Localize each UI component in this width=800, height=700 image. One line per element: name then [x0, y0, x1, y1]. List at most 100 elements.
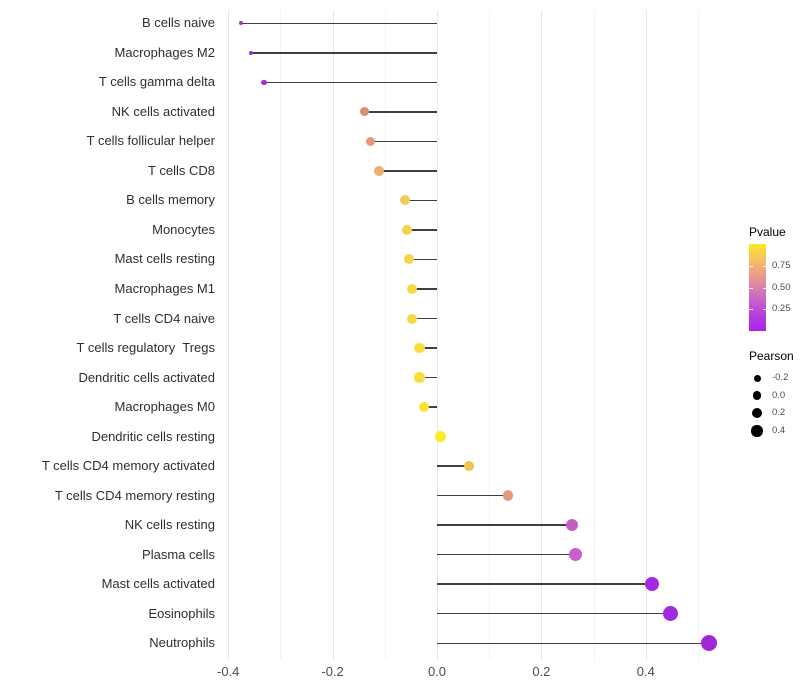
lollipop-stem — [370, 140, 437, 143]
data-point — [404, 254, 415, 265]
y-axis-label: T cells gamma delta — [98, 74, 215, 90]
pearson-legend-dot — [753, 374, 761, 382]
y-axis-label: T cells regulatory Tregs — [76, 340, 215, 356]
lollipop-stem — [419, 347, 437, 349]
data-point — [407, 283, 418, 294]
y-axis-label: Macrophages M1 — [114, 280, 215, 296]
colorbar-tick-mark — [762, 309, 766, 311]
y-axis-label: T cells follicular helper — [86, 133, 215, 149]
colorbar-tick-mark — [749, 287, 753, 289]
y-axis-label: Monocytes — [152, 221, 215, 237]
grid-major-line — [332, 10, 334, 660]
x-axis-tick-label: -0.2 — [321, 664, 344, 679]
grid-minor-line — [593, 10, 595, 660]
lollipop-stem — [437, 583, 653, 585]
data-point — [414, 342, 425, 354]
pearson-legend-label: -0.2 — [772, 372, 789, 383]
grid-minor-line — [384, 10, 386, 660]
y-axis-label: Mast cells activated — [101, 576, 215, 592]
y-axis-label: B cells naive — [142, 15, 215, 31]
pearson-legend-dot — [752, 391, 762, 400]
data-point — [261, 79, 267, 86]
data-point — [401, 224, 412, 235]
data-point — [360, 107, 370, 117]
data-point — [663, 606, 679, 622]
grid-major-line — [228, 10, 230, 660]
y-axis-label: T cells CD4 naive — [113, 310, 215, 326]
colorbar-tick-label: 0.75 — [772, 259, 791, 271]
data-point — [400, 195, 411, 206]
lollipop-stem — [437, 524, 573, 526]
lollipop-stem — [423, 406, 437, 408]
lollipop-stem — [264, 81, 437, 84]
lollipop-stem — [437, 465, 469, 467]
pearson-legend-label: 0.0 — [772, 389, 786, 401]
grid-minor-line — [280, 10, 282, 660]
x-axis-tick-label: 0.0 — [427, 664, 447, 679]
lollipop-stem — [437, 553, 576, 556]
legend-pvalue-title: Pvalue — [749, 225, 786, 239]
pearson-legend-dot — [752, 408, 762, 419]
data-point — [414, 372, 425, 383]
y-axis-label: Mast cells resting — [114, 251, 215, 267]
lollipop-stem — [419, 376, 437, 379]
lollipop-stem — [406, 229, 437, 231]
y-axis-label: Neutrophils — [149, 635, 215, 651]
y-axis-label: T cells CD4 memory activated — [41, 458, 215, 474]
y-axis-label: Dendritic cells resting — [91, 428, 215, 444]
data-point — [248, 50, 254, 56]
grid-minor-line — [489, 10, 491, 660]
y-axis-label: T cells CD8 — [148, 162, 215, 178]
grid-major-line — [437, 10, 438, 660]
lollipop-stem — [409, 258, 437, 261]
data-point — [365, 136, 375, 146]
data-point — [644, 576, 660, 592]
grid-minor-line — [698, 10, 699, 660]
x-axis-tick-label: -0.4 — [216, 664, 240, 679]
y-axis-label: Eosinophils — [148, 605, 216, 621]
y-axis-label: NK cells resting — [124, 517, 215, 533]
data-point — [434, 431, 446, 443]
legend-pearson-title: Pearson — [749, 349, 794, 363]
lollipop-stem — [437, 642, 709, 644]
y-axis-label: Macrophages M2 — [114, 44, 215, 60]
grid-major-line — [645, 10, 647, 660]
y-axis-label: B cells memory — [126, 192, 215, 208]
lollipop-stem — [437, 494, 508, 497]
lollipop-stem — [251, 52, 437, 54]
data-point — [502, 490, 514, 501]
colorbar-tick-mark — [749, 265, 753, 267]
pearson-legend-label: 0.2 — [772, 407, 786, 419]
grid-major-line — [541, 10, 543, 660]
data-point — [418, 401, 430, 413]
pearson-legend-dot — [751, 425, 763, 437]
pearson-legend-label: 0.4 — [772, 425, 786, 437]
colorbar-tick-mark — [749, 309, 753, 311]
lollipop-stem — [405, 199, 437, 202]
y-axis-label: T cells CD4 memory resting — [54, 487, 215, 503]
data-point — [374, 166, 384, 176]
lollipop-stem — [412, 317, 437, 320]
y-axis-label: Plasma cells — [142, 546, 215, 562]
lollipop-stem — [364, 111, 437, 113]
colorbar-tick-label: 0.25 — [772, 303, 791, 315]
y-axis-label: NK cells activated — [111, 103, 215, 119]
data-point — [565, 518, 579, 532]
data-point — [463, 460, 475, 472]
colorbar-tick-mark — [762, 287, 766, 289]
data-point — [700, 635, 717, 652]
lollipop-stem — [379, 170, 437, 172]
data-point — [569, 548, 583, 562]
lollipop-stem — [412, 288, 437, 290]
y-axis-label: Macrophages M0 — [114, 399, 215, 415]
x-axis-tick-label: 0.2 — [532, 664, 551, 679]
lollipop-stem — [437, 613, 671, 615]
y-axis-label: Dendritic cells activated — [78, 369, 215, 385]
data-point — [407, 313, 418, 324]
pvalue-colorbar — [749, 244, 766, 331]
x-axis-tick-label: 0.4 — [636, 664, 655, 679]
colorbar-tick-label: 0.50 — [772, 281, 791, 293]
colorbar-tick-mark — [762, 265, 766, 267]
data-point — [239, 21, 244, 26]
